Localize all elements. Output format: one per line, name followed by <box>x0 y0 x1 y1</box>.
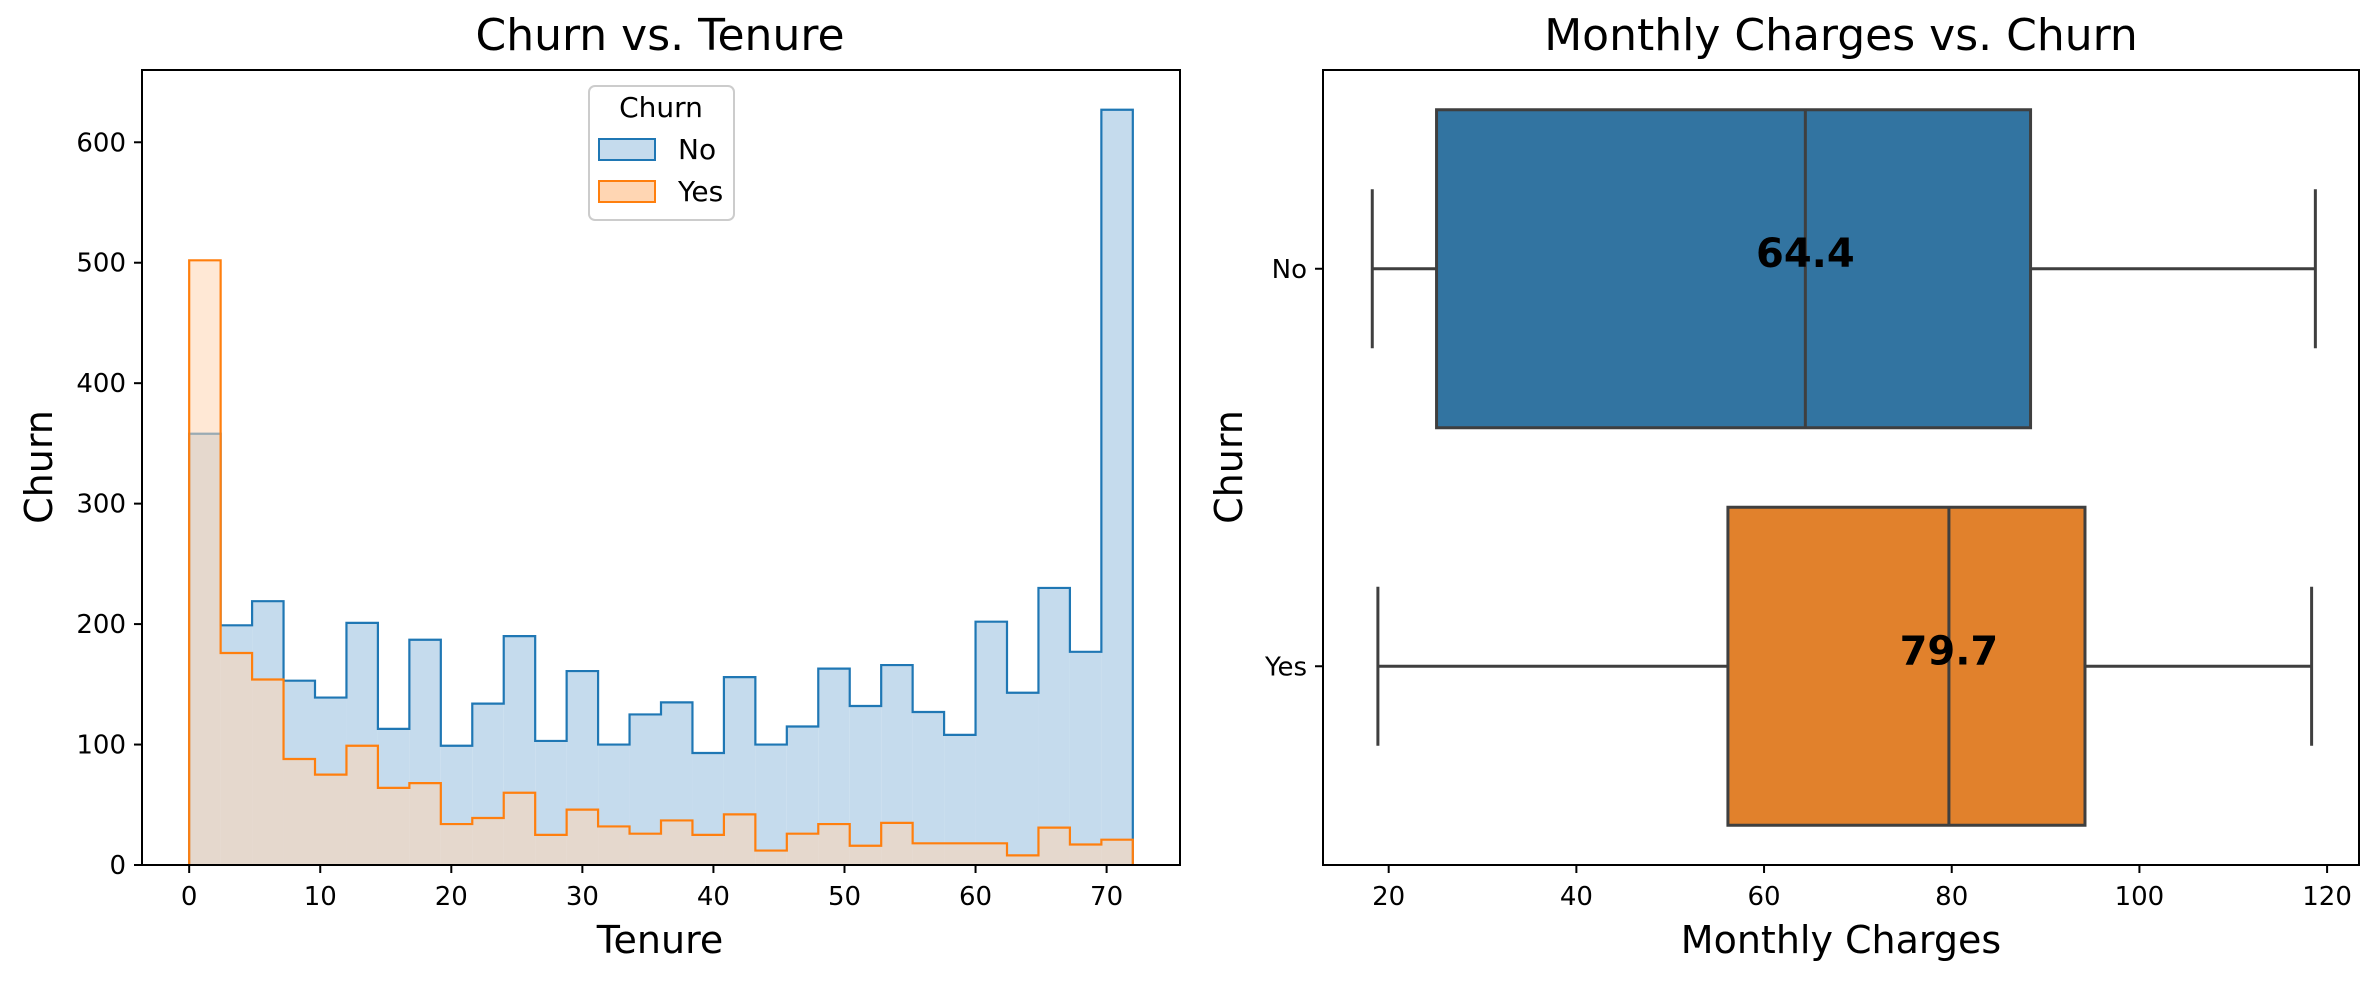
hist-bar-yes <box>723 814 756 865</box>
hist-bar-yes <box>1101 839 1133 865</box>
hist-bar-no <box>975 621 1007 865</box>
hist-bar-yes <box>409 783 441 865</box>
hist-bar-yes <box>472 818 504 865</box>
legend-swatch-yes <box>598 180 656 203</box>
x-tick-label: 80 <box>1935 882 1968 912</box>
histogram-y-label: Churn <box>17 410 61 524</box>
hist-bar-yes <box>1007 855 1039 865</box>
x-tick-label: 40 <box>1560 882 1593 912</box>
box-no: 64.4 <box>1370 108 2317 430</box>
boxplot-boxes: 64.4 79.7 <box>1370 108 2317 827</box>
boxplot-x-axis: 20 40 60 80 100 120 <box>1372 865 2352 912</box>
hist-bar-yes <box>535 834 567 865</box>
hist-bar-yes <box>189 260 221 865</box>
hist-bar-yes <box>912 843 945 865</box>
hist-bar-yes <box>283 759 315 865</box>
boxplot-x-label: Monthly Charges <box>1681 918 2001 962</box>
hist-bar-yes <box>377 787 410 865</box>
hist-bar-yes <box>220 653 253 865</box>
hist-bar-yes <box>975 843 1007 865</box>
x-tick-label: 40 <box>697 882 730 912</box>
box-body <box>1435 108 2033 430</box>
boxplot-title: Monthly Charges vs. Churn <box>1544 10 2138 61</box>
histogram-x-label: Tenure <box>596 918 723 962</box>
hist-bar-yes <box>346 745 378 865</box>
hist-bar-yes <box>1038 827 1070 865</box>
legend-label-no: No <box>678 133 716 166</box>
hist-bar-no <box>755 744 787 865</box>
y-tick-label: 200 <box>76 610 126 640</box>
median-label: 64.4 <box>1756 231 1855 277</box>
series-yes <box>188 259 1134 865</box>
x-tick-label: 60 <box>959 882 992 912</box>
hist-bar-yes <box>1069 844 1102 865</box>
x-tick-label: 60 <box>1748 882 1781 912</box>
hist-bar-yes <box>315 774 347 865</box>
y-tick-label: 300 <box>76 490 126 520</box>
legend-label-yes: Yes <box>677 175 723 208</box>
legend-title: Churn <box>619 91 703 124</box>
hist-bar-yes <box>849 845 882 865</box>
hist-bar-yes <box>755 850 787 865</box>
box-yes: 79.7 <box>1376 505 2314 827</box>
legend-swatch-no <box>598 138 656 161</box>
boxplot-y-axis: No Yes <box>1264 255 1323 682</box>
x-tick-label: 120 <box>2302 882 2352 912</box>
y-tick-label: Yes <box>1264 652 1307 682</box>
boxplot-y-label: Churn <box>1207 410 1251 524</box>
hist-outline-yes <box>188 259 1134 865</box>
hist-bar-no <box>912 712 945 865</box>
y-tick-label: 500 <box>76 249 126 279</box>
histogram-y-axis: 0 100 200 300 400 500 600 <box>76 128 142 881</box>
histogram-legend: Churn No Yes <box>588 85 735 221</box>
series-no <box>188 108 1134 865</box>
hist-bar-yes <box>598 826 630 865</box>
histogram-x-axis: 0 10 20 30 40 50 60 70 <box>181 865 1123 912</box>
boxplot-panel: Monthly Charges vs. Churn 64.4 79.7 20 40 6… <box>1207 10 2360 962</box>
hist-bar-no <box>849 706 882 865</box>
hist-bar-yes <box>661 820 693 865</box>
hist-bar-yes <box>629 833 661 865</box>
hist-bar-yes <box>818 824 850 865</box>
histogram-series-group <box>188 108 1134 865</box>
hist-bar-yes <box>786 833 819 865</box>
x-tick-label: 20 <box>1372 882 1405 912</box>
hist-bar-yes <box>503 792 536 865</box>
hist-bar-no <box>1069 651 1102 865</box>
hist-bar-no <box>1038 587 1070 865</box>
y-tick-label: 0 <box>109 851 126 881</box>
histogram-plot-frame <box>141 69 1181 866</box>
x-tick-label: 0 <box>181 882 198 912</box>
hist-bar-yes <box>252 679 284 865</box>
boxplot-plot-frame <box>1322 69 2360 866</box>
hist-bar-yes <box>881 822 913 865</box>
hist-outline-no <box>188 108 1134 865</box>
x-tick-label: 10 <box>304 882 337 912</box>
x-tick-label: 20 <box>435 882 468 912</box>
histogram-panel: Churn vs. Tenure 0 100 200 300 400 500 600 0 10… <box>17 10 1181 962</box>
x-tick-label: 50 <box>828 882 861 912</box>
y-tick-label: 600 <box>76 128 126 158</box>
hist-bar-no <box>1007 692 1039 865</box>
y-tick-label: 100 <box>76 731 126 761</box>
hist-bar-yes <box>440 824 473 865</box>
hist-bar-no <box>1101 109 1133 865</box>
y-tick-label: No <box>1272 255 1307 285</box>
box-body <box>1726 505 2087 827</box>
median-label: 79.7 <box>1900 628 1999 674</box>
x-tick-label: 100 <box>2115 882 2165 912</box>
x-tick-label: 70 <box>1090 882 1123 912</box>
hist-bar-yes <box>944 843 976 865</box>
histogram-title: Churn vs. Tenure <box>475 10 844 61</box>
hist-bar-yes <box>566 809 599 865</box>
y-tick-label: 400 <box>76 369 126 399</box>
x-tick-label: 30 <box>566 882 599 912</box>
hist-bar-yes <box>692 834 724 865</box>
